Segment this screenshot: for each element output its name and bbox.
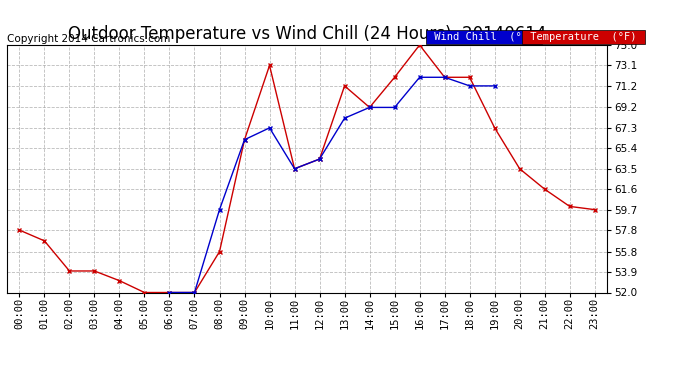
Text: Wind Chill  (°F): Wind Chill (°F)	[428, 32, 540, 42]
Title: Outdoor Temperature vs Wind Chill (24 Hours)  20140614: Outdoor Temperature vs Wind Chill (24 Ho…	[68, 26, 546, 44]
Text: Temperature  (°F): Temperature (°F)	[524, 32, 643, 42]
Text: Copyright 2014 Cartronics.com: Copyright 2014 Cartronics.com	[7, 34, 170, 44]
